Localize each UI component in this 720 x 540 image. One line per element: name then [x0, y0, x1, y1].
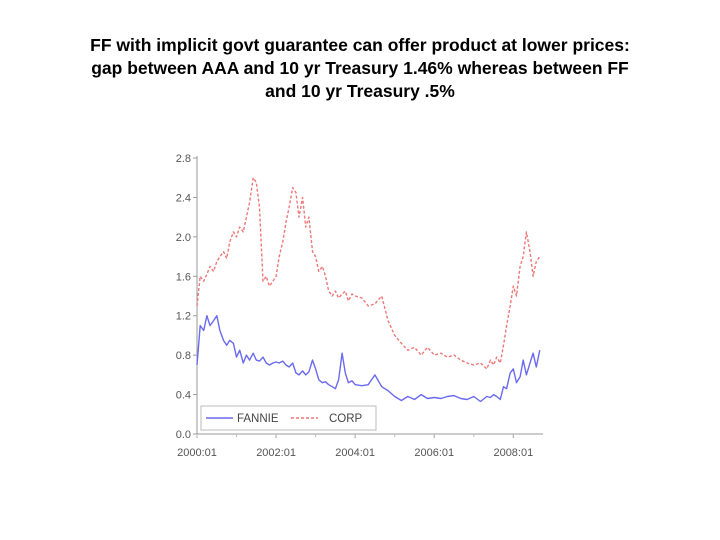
legend-label-corp: CORP: [329, 413, 363, 425]
title-line-1: FF with implicit govt guarantee can offe…: [90, 35, 630, 55]
y-tick-label: 1.2: [176, 311, 191, 323]
y-tick-label: 2.8: [176, 153, 191, 165]
chart-legend: FANNIE CORP: [200, 405, 377, 431]
x-tick-label: 2006:01: [414, 447, 454, 459]
chart-series-layer: [196, 176, 541, 403]
x-tick-label: 2000:01: [177, 447, 217, 459]
y-tick-label: 1.6: [176, 271, 191, 283]
y-tick-label: 0.8: [176, 350, 191, 362]
title-line-2: gap between AAA and 10 yr Treasury 1.46%…: [91, 58, 629, 78]
series-line-corp: [196, 176, 541, 370]
x-tick-label: 2002:01: [256, 447, 296, 459]
y-tick-label: 0.4: [176, 390, 191, 402]
y-tick-label: 2.4: [176, 192, 191, 204]
y-tick-label: 2.0: [176, 232, 191, 244]
slide-title: FF with implicit govt guarantee can offe…: [30, 34, 690, 103]
chart-axes: 0.0 0.4 0.8 1.2 1.6 2.0 2.4 2.8 2000:01 2002:01 20…: [176, 153, 543, 459]
x-tick-label: 2004:01: [335, 447, 375, 459]
series-line-fannie: [196, 315, 541, 403]
title-line-3: and 10 yr Treasury .5%: [265, 81, 455, 101]
x-tick-label: 2008:01: [493, 447, 533, 459]
legend-label-fannie: FANNIE: [237, 413, 279, 425]
y-tick-label: 0.0: [176, 429, 191, 441]
